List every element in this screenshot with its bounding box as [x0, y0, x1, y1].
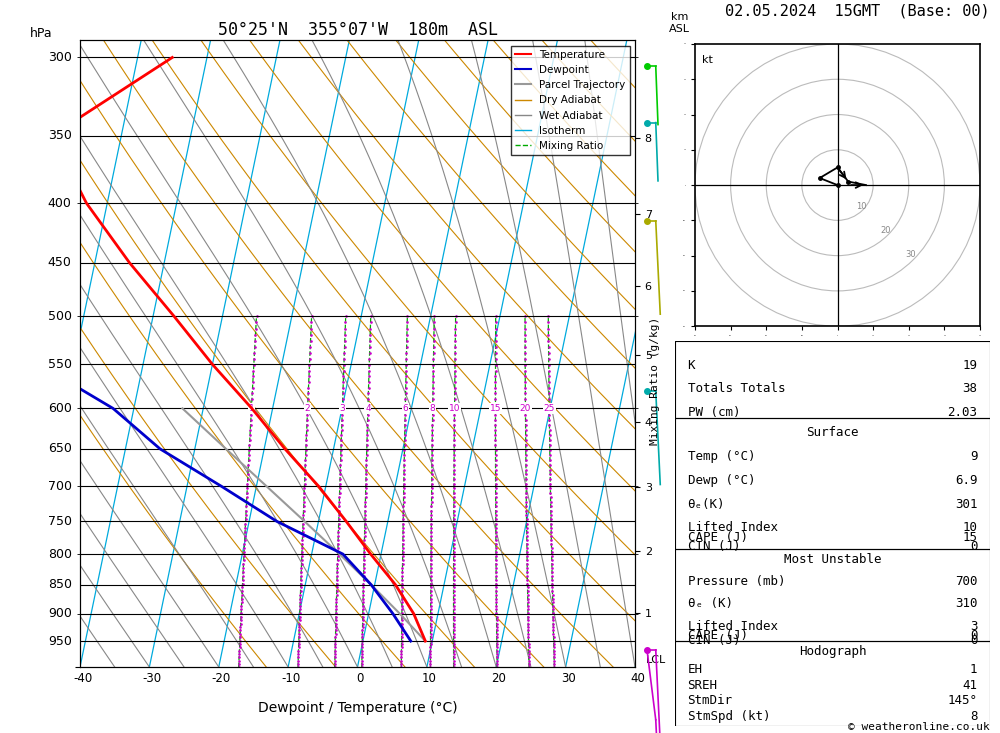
Text: 500: 500 — [48, 309, 72, 323]
Text: -20: -20 — [212, 672, 231, 685]
Text: 600: 600 — [48, 402, 72, 415]
Text: Surface: Surface — [806, 426, 859, 439]
Text: Dewp (°C): Dewp (°C) — [688, 474, 755, 487]
Text: -30: -30 — [142, 672, 162, 685]
Text: 8: 8 — [970, 710, 977, 723]
Text: kt: kt — [702, 54, 713, 65]
Text: StmSpd (kt): StmSpd (kt) — [688, 710, 770, 723]
Text: 3: 3 — [970, 620, 977, 633]
Text: Pressure (mb): Pressure (mb) — [688, 575, 785, 588]
Text: PW (cm): PW (cm) — [688, 405, 740, 419]
Text: 8: 8 — [430, 404, 436, 413]
Text: 650: 650 — [48, 443, 72, 455]
Text: 1: 1 — [970, 663, 977, 677]
Text: Dewpoint / Temperature (°C): Dewpoint / Temperature (°C) — [258, 701, 457, 715]
Text: 0: 0 — [970, 540, 977, 553]
Text: CAPE (J): CAPE (J) — [688, 629, 748, 641]
Text: 145°: 145° — [947, 694, 977, 707]
Text: CIN (J): CIN (J) — [688, 634, 740, 647]
Text: 9: 9 — [970, 450, 977, 463]
Text: Most Unstable: Most Unstable — [784, 553, 881, 566]
Text: 950: 950 — [48, 635, 72, 647]
Text: 10: 10 — [422, 672, 437, 685]
Text: 2.03: 2.03 — [947, 405, 977, 419]
Text: 6: 6 — [402, 404, 408, 413]
Text: 10: 10 — [856, 202, 867, 211]
Text: 02.05.2024  15GMT  (Base: 00): 02.05.2024 15GMT (Base: 00) — [725, 4, 990, 18]
Text: km
ASL: km ASL — [669, 12, 690, 34]
Text: 700: 700 — [48, 480, 72, 493]
Text: 20: 20 — [491, 672, 506, 685]
Text: Totals Totals: Totals Totals — [688, 383, 785, 395]
Text: 850: 850 — [48, 578, 72, 592]
Text: θₑ(K): θₑ(K) — [688, 498, 725, 510]
Text: 15: 15 — [962, 531, 977, 544]
Text: 20: 20 — [881, 226, 891, 235]
Text: 1: 1 — [249, 404, 254, 413]
Text: 350: 350 — [48, 129, 72, 142]
Text: 0: 0 — [970, 629, 977, 641]
Text: 15: 15 — [490, 404, 501, 413]
Text: 3: 3 — [339, 404, 345, 413]
Text: Hodograph: Hodograph — [799, 645, 866, 658]
Text: 25: 25 — [544, 404, 555, 413]
Text: 30: 30 — [561, 672, 576, 685]
Text: 900: 900 — [48, 607, 72, 620]
Text: SREH: SREH — [688, 679, 718, 692]
Text: © weatheronline.co.uk: © weatheronline.co.uk — [848, 721, 990, 732]
Text: 40: 40 — [630, 672, 645, 685]
Text: Temp (°C): Temp (°C) — [688, 450, 755, 463]
Text: 0: 0 — [356, 672, 364, 685]
Text: 0: 0 — [970, 634, 977, 647]
Text: 2: 2 — [305, 404, 310, 413]
Title: 50°25'N  355°07'W  180m  ASL: 50°25'N 355°07'W 180m ASL — [218, 21, 498, 39]
Text: 38: 38 — [962, 383, 977, 395]
Text: K: K — [688, 359, 695, 372]
Text: 6.9: 6.9 — [955, 474, 977, 487]
Text: LCL: LCL — [646, 655, 666, 665]
Text: 20: 20 — [520, 404, 531, 413]
Text: 30: 30 — [905, 250, 915, 259]
Text: 301: 301 — [955, 498, 977, 510]
Text: 400: 400 — [48, 196, 72, 210]
Text: -40: -40 — [73, 672, 92, 685]
Text: CAPE (J): CAPE (J) — [688, 531, 748, 544]
Text: 310: 310 — [955, 597, 977, 610]
Text: EH: EH — [688, 663, 703, 677]
Text: Lifted Index: Lifted Index — [688, 521, 778, 534]
Text: θₑ (K): θₑ (K) — [688, 597, 733, 610]
Text: 700: 700 — [955, 575, 977, 588]
Text: 750: 750 — [48, 515, 72, 528]
Text: Lifted Index: Lifted Index — [688, 620, 778, 633]
Text: 550: 550 — [48, 358, 72, 371]
Text: StmDir: StmDir — [688, 694, 733, 707]
Text: 450: 450 — [48, 257, 72, 269]
Text: 300: 300 — [48, 51, 72, 64]
Text: 41: 41 — [962, 679, 977, 692]
Legend: Temperature, Dewpoint, Parcel Trajectory, Dry Adiabat, Wet Adiabat, Isotherm, Mi: Temperature, Dewpoint, Parcel Trajectory… — [511, 45, 630, 155]
Text: 10: 10 — [449, 404, 460, 413]
Text: 19: 19 — [962, 359, 977, 372]
Text: hPa: hPa — [30, 27, 52, 40]
Text: 10: 10 — [962, 521, 977, 534]
Text: CIN (J): CIN (J) — [688, 540, 740, 553]
Text: 4: 4 — [365, 404, 371, 413]
Text: -10: -10 — [281, 672, 300, 685]
Text: 800: 800 — [48, 548, 72, 561]
Text: Mixing Ratio (g/kg): Mixing Ratio (g/kg) — [650, 317, 660, 445]
